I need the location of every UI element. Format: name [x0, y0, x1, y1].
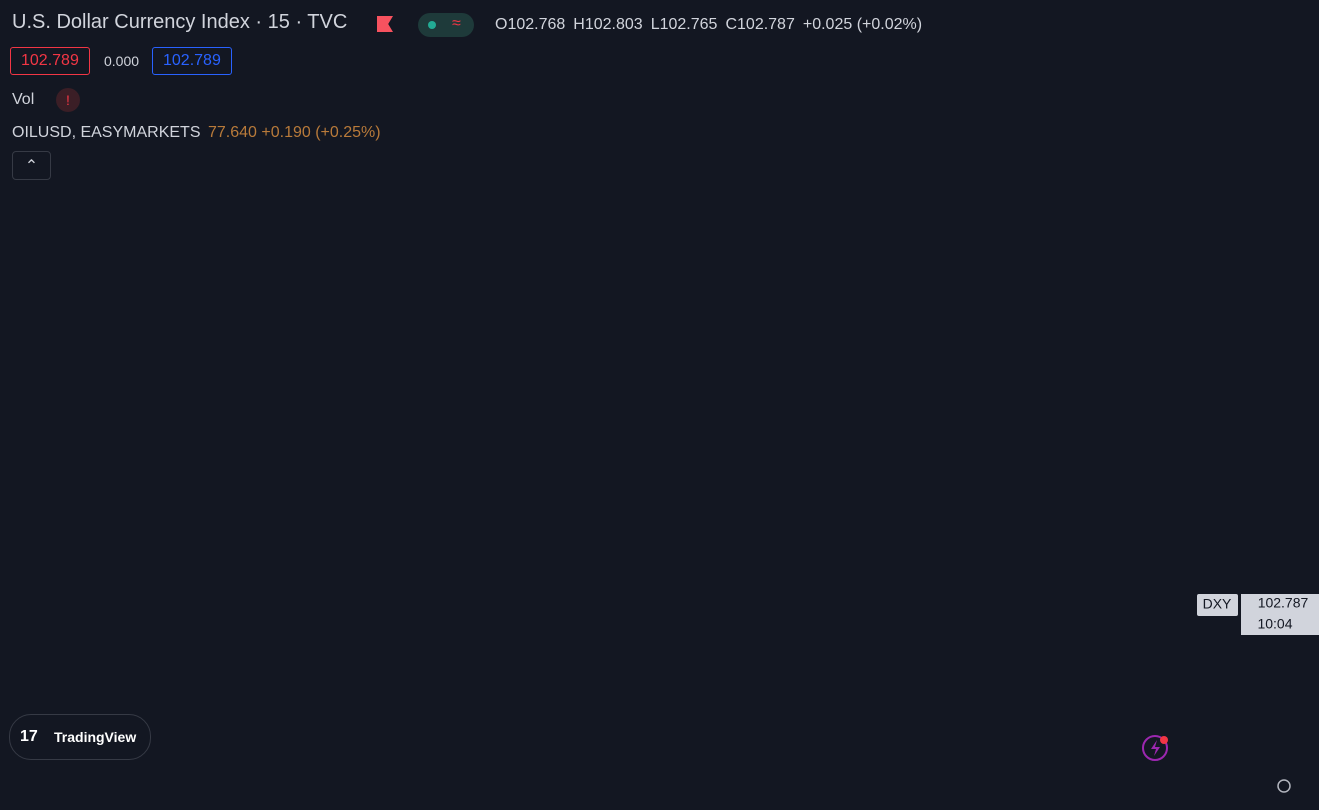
volume-warning[interactable]: !: [56, 88, 80, 112]
last-price-box: [1241, 594, 1319, 635]
ohlc-key: L: [650, 16, 660, 33]
compare-values: 77.640 +0.190 (+0.25%): [208, 124, 381, 141]
ohlc-change: +0.025 (+0.02%): [802, 16, 923, 33]
ohlc-key: O: [495, 16, 508, 33]
settings-icon[interactable]: [1277, 779, 1291, 793]
status-pill[interactable]: ≈: [418, 13, 474, 37]
bid[interactable]: 102.789: [10, 47, 90, 75]
collapse-button[interactable]: ⌃: [12, 151, 51, 180]
symbol-tag-text: DXY: [1203, 596, 1232, 612]
flag-icon[interactable]: [377, 16, 393, 32]
ohlc-key: C: [725, 16, 738, 33]
logo: TradingView: [54, 729, 137, 745]
symbol-tag: [1197, 594, 1238, 616]
ohlc-value: 102.765: [659, 16, 718, 33]
volume-label: Vol: [12, 91, 35, 108]
countdown: 10:04: [1257, 616, 1292, 632]
ohlc-key: H: [573, 16, 585, 33]
compare-symbol: OILUSD, EASYMARKETS: [12, 124, 201, 141]
price-axis: [1240, 0, 1319, 770]
last-price: 102.787: [1258, 595, 1309, 611]
ohlc-legend: O102.768 H102.803 L102.765 C102.787 +0.025 (…: [495, 16, 922, 34]
ohlc-value: 102.768: [507, 16, 566, 33]
ohlc-value: 102.803: [584, 16, 643, 33]
ohlc-value: 102.787: [737, 16, 795, 33]
spread: 0.000: [104, 53, 140, 69]
ask[interactable]: 102.789: [152, 47, 232, 75]
logo-badge: 17 TradingView: [9, 714, 151, 760]
title: U.S. Dollar Currency Index · 15 · TVC: [12, 11, 348, 33]
alert-icon[interactable]: [1142, 735, 1168, 761]
